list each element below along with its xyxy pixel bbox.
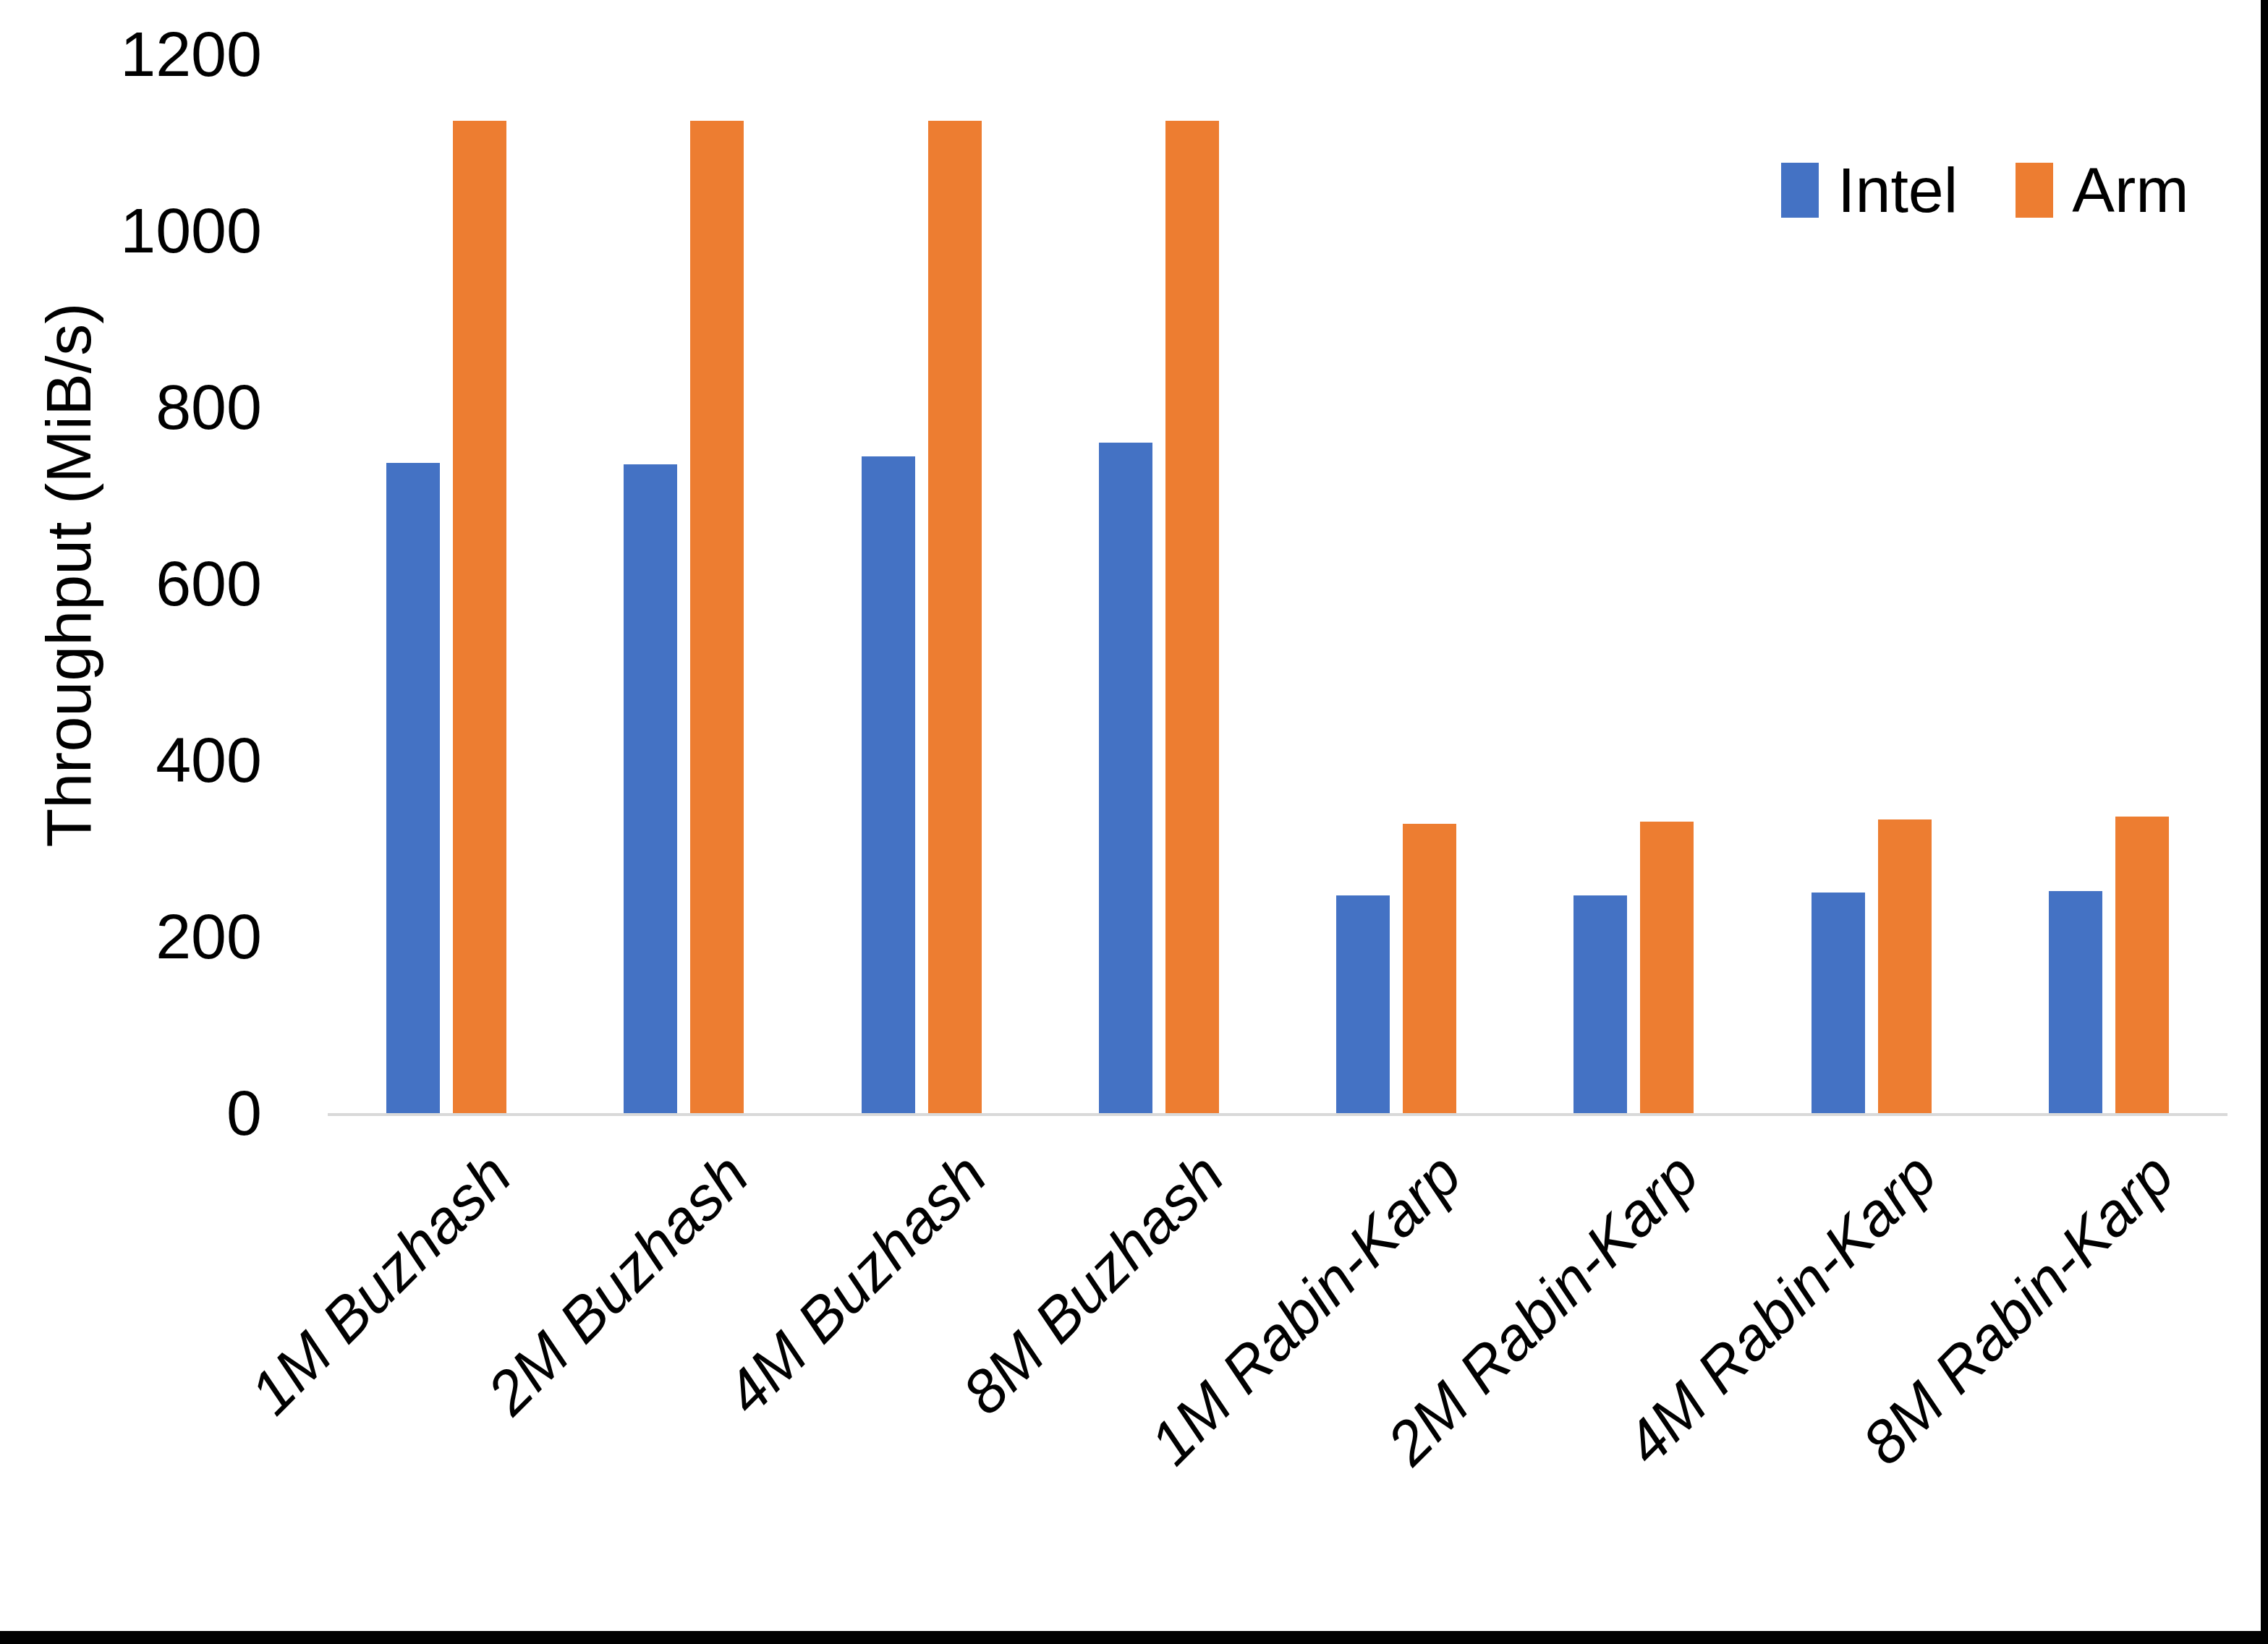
x-category-label: 2M Rabin-Karp xyxy=(1244,1140,1712,1609)
x-category-label: 4M Buzhash xyxy=(531,1140,1000,1609)
bar-intel-1 xyxy=(386,463,440,1113)
y-tick-label: 600 xyxy=(30,549,262,618)
y-tick-label: 1200 xyxy=(30,20,262,89)
bar-arm-2 xyxy=(690,121,744,1114)
bar-arm-7 xyxy=(1878,819,1932,1113)
bar-arm-5 xyxy=(1403,824,1456,1113)
bar-arm-4 xyxy=(1165,121,1219,1114)
bar-intel-5 xyxy=(1336,895,1390,1113)
legend-marker-intel xyxy=(1781,163,1819,218)
screen-edge-bottom xyxy=(0,1631,2268,1644)
bar-intel-2 xyxy=(624,464,677,1113)
x-category-label: 8M Buzhash xyxy=(768,1140,1237,1609)
y-tick-label: 1000 xyxy=(30,196,262,265)
bar-intel-3 xyxy=(862,456,915,1113)
x-category-label: 1M Rabin-Karp xyxy=(1006,1140,1474,1609)
x-category-label: 2M Buzhash xyxy=(294,1140,763,1609)
bar-arm-3 xyxy=(928,121,982,1114)
screen-edge-right xyxy=(2261,0,2268,1644)
bar-intel-8 xyxy=(2049,891,2102,1113)
x-category-label: 8M Rabin-Karp xyxy=(1718,1140,2187,1609)
bar-intel-7 xyxy=(1812,893,1865,1113)
legend-label-arm: Arm xyxy=(2072,153,2188,227)
bar-arm-1 xyxy=(453,121,506,1114)
x-axis-line xyxy=(328,1113,2227,1116)
y-tick-label: 400 xyxy=(30,725,262,795)
x-category-label: 4M Rabin-Karp xyxy=(1481,1140,1950,1609)
bar-intel-6 xyxy=(1573,895,1627,1113)
legend-label-intel: Intel xyxy=(1838,153,1958,227)
x-category-label: 1M Buzhash xyxy=(56,1140,524,1609)
legend-marker-arm xyxy=(2016,163,2053,218)
bar-arm-8 xyxy=(2115,817,2169,1113)
y-tick-label: 800 xyxy=(30,372,262,442)
legend: Intel Arm xyxy=(1781,153,2189,227)
y-tick-label: 0 xyxy=(30,1078,262,1148)
bar-arm-6 xyxy=(1640,822,1694,1113)
chart: Throughput (MiB/s) 020040060080010001200… xyxy=(0,0,2268,1644)
y-tick-label: 200 xyxy=(30,902,262,971)
bar-intel-4 xyxy=(1099,443,1152,1113)
legend-item-intel: Intel xyxy=(1781,153,1958,227)
legend-item-arm: Arm xyxy=(2016,153,2188,227)
